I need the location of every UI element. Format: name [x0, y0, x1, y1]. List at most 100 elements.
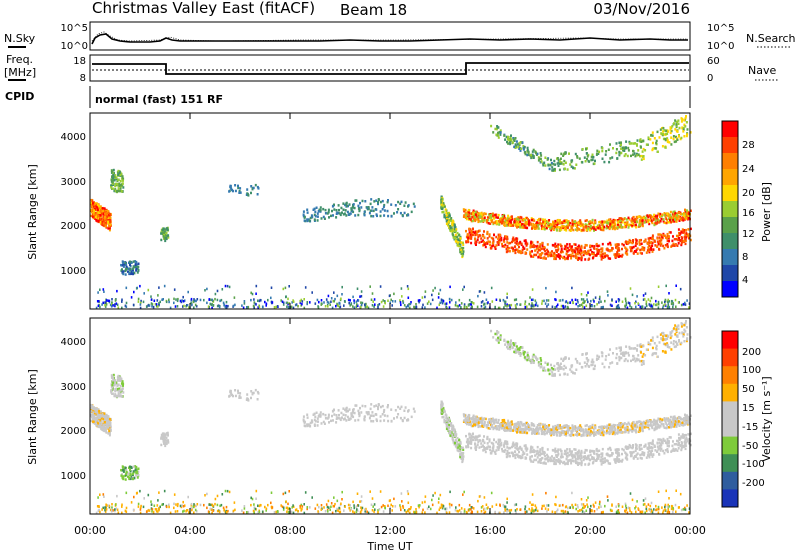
power-ground-scatter [506, 293, 508, 296]
power-scatter-point [110, 186, 112, 189]
velocity-scatter-point [492, 418, 494, 421]
power-scatter-point [519, 221, 521, 224]
power-ground-scatter [449, 301, 451, 304]
power-scatter-point [681, 236, 683, 239]
power-ground-scatter [248, 306, 250, 309]
power-scatter-point [616, 157, 618, 160]
power-scatter-point [97, 209, 99, 212]
power-scatter-point [602, 158, 604, 161]
power-scatter-point [509, 250, 511, 253]
power-scatter-point [606, 221, 608, 224]
power-ground-scatter [598, 301, 600, 304]
power-ground-scatter [151, 298, 153, 301]
power-scatter-point [113, 179, 115, 182]
velocity-scatter-point [350, 417, 352, 420]
power-scatter-point [542, 245, 544, 248]
power-ground-scatter [525, 300, 527, 303]
power-ground-scatter [637, 302, 639, 305]
power-scatter-point [162, 229, 164, 232]
power-ground-scatter [374, 303, 376, 306]
velocity-scatter-point [403, 410, 405, 413]
power-scatter-point [125, 268, 127, 271]
power-ground-scatter [487, 301, 489, 304]
velocity-scatter-point [405, 406, 407, 409]
power-scatter-point [560, 153, 562, 156]
power-scatter-point [317, 212, 319, 215]
power-scatter-point [680, 213, 682, 216]
power-scatter-point [557, 249, 559, 252]
power-scatter-point [387, 210, 389, 213]
velocity-scatter-point [383, 419, 385, 422]
power-scatter-point [535, 152, 537, 155]
power-scatter-point [475, 241, 477, 244]
power-scatter-point [513, 146, 515, 149]
cpid-label: CPID [5, 90, 34, 103]
power-scatter-point [338, 204, 340, 207]
power-scatter-point [407, 214, 409, 217]
velocity-scatter-point [528, 428, 530, 431]
power-ground-scatter [509, 304, 511, 307]
velocity-scatter-point [448, 421, 450, 424]
power-scatter-point [559, 169, 561, 172]
power-ground-scatter [361, 304, 363, 307]
power-scatter-point [357, 214, 359, 217]
power-scatter-point [679, 127, 681, 130]
power-scatter-point [387, 215, 389, 218]
power-ground-scatter [274, 306, 276, 309]
power-ground-scatter [190, 302, 192, 305]
power-scatter-point [654, 137, 656, 140]
power-scatter-point [513, 138, 515, 141]
power-scatter-point [557, 157, 559, 160]
power-scatter-point [569, 163, 571, 166]
power-scatter-point [530, 154, 532, 157]
power-ground-scatter [503, 299, 505, 302]
power-ground-scatter [607, 294, 609, 297]
power-scatter-point [454, 237, 456, 240]
power-scatter-point [625, 146, 627, 149]
power-scatter-point [517, 243, 519, 246]
freq-tick-top: 18 [73, 56, 86, 67]
power-ground-scatter [287, 298, 289, 301]
power-ground-scatter [326, 298, 328, 301]
power-ground-scatter [353, 299, 355, 302]
power-scatter-point [247, 193, 249, 196]
power-scatter-point [684, 236, 686, 239]
velocity-scatter-point [373, 415, 375, 418]
power-scatter-point [342, 202, 344, 205]
nsearch-label: N.Search [746, 32, 796, 45]
power-scatter-point [533, 245, 535, 248]
power-scatter-point [93, 209, 95, 212]
power-scatter-point [120, 184, 122, 187]
power-scatter-point [623, 150, 625, 153]
power-ground-scatter [157, 299, 159, 302]
velocity-scatter-point [387, 404, 389, 407]
power-scatter-point [590, 225, 592, 228]
power-ground-scatter [335, 305, 337, 308]
power-scatter-point [340, 207, 342, 210]
velocity-scatter-point [459, 442, 461, 445]
velocity-scatter-point [311, 420, 313, 423]
power-ground-scatter [548, 299, 550, 302]
power-scatter-point [564, 248, 566, 251]
power-ground-scatter [307, 301, 309, 304]
power-ground-scatter [204, 289, 206, 292]
power-scatter-point [651, 222, 653, 225]
power-ground-scatter [661, 301, 663, 304]
power-scatter-point [452, 234, 454, 237]
power-ground-scatter [143, 292, 145, 295]
power-scatter-point [471, 230, 473, 233]
power-ground-scatter [646, 303, 648, 306]
power-ground-scatter [351, 303, 353, 306]
power-scatter-point [480, 237, 482, 240]
velocity-scatter-point [440, 403, 442, 406]
power-scatter-point [554, 246, 556, 249]
power-ground-scatter [565, 301, 567, 304]
power-scatter-point [628, 149, 630, 152]
power-scatter-point [390, 203, 392, 206]
power-scatter-point [550, 255, 552, 258]
power-scatter-point [520, 148, 522, 151]
power-scatter-point [506, 251, 508, 254]
power-scatter-point [571, 227, 573, 230]
velocity-scatter-point [113, 384, 115, 387]
power-scatter-point [569, 229, 571, 232]
